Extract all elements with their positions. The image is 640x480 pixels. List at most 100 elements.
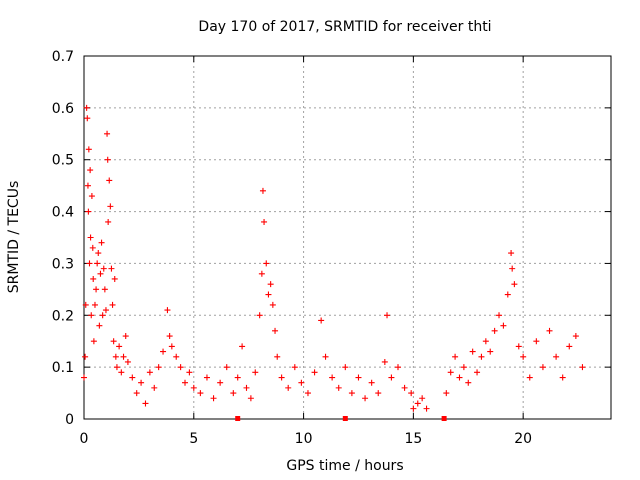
data-point bbox=[456, 374, 463, 381]
data-point bbox=[82, 301, 89, 308]
x-tick-label: 10 bbox=[295, 431, 313, 447]
data-point bbox=[342, 364, 349, 371]
data-point bbox=[129, 374, 136, 381]
data-point bbox=[102, 307, 109, 314]
data-point bbox=[269, 301, 276, 308]
data-point bbox=[258, 270, 265, 277]
data-point bbox=[97, 270, 104, 277]
data-point bbox=[124, 358, 131, 365]
data-point bbox=[223, 364, 230, 371]
gap-marker bbox=[342, 416, 348, 421]
data-point bbox=[520, 353, 527, 360]
data-point bbox=[419, 395, 426, 402]
data-point bbox=[478, 353, 485, 360]
data-point bbox=[274, 353, 281, 360]
data-point bbox=[93, 286, 100, 293]
y-tick-label: 0.3 bbox=[52, 256, 74, 272]
y-tick-labels: 0 0.1 0.2 0.3 0.4 0.5 0.6 0.7 bbox=[52, 49, 74, 428]
data-point bbox=[362, 395, 369, 402]
data-point bbox=[491, 327, 498, 334]
data-point bbox=[311, 369, 318, 376]
data-point bbox=[210, 395, 217, 402]
data-point bbox=[559, 374, 566, 381]
data-point bbox=[173, 353, 180, 360]
data-point bbox=[368, 379, 375, 386]
gap-marker bbox=[441, 416, 447, 421]
data-point bbox=[108, 265, 115, 272]
data-point bbox=[423, 405, 430, 412]
data-points bbox=[81, 104, 586, 412]
data-point bbox=[511, 281, 518, 288]
data-point bbox=[465, 379, 472, 386]
data-point bbox=[164, 307, 171, 314]
data-point bbox=[243, 384, 250, 391]
data-point bbox=[84, 115, 91, 122]
data-gap-markers bbox=[235, 416, 447, 421]
data-point bbox=[95, 250, 102, 257]
data-point bbox=[83, 104, 90, 111]
data-point bbox=[247, 395, 254, 402]
data-point bbox=[553, 353, 560, 360]
data-point bbox=[100, 265, 107, 272]
data-point bbox=[278, 374, 285, 381]
data-point bbox=[98, 239, 105, 246]
axis-ticks bbox=[83, 55, 611, 420]
data-point bbox=[533, 338, 540, 345]
data-point bbox=[487, 348, 494, 355]
data-point bbox=[94, 260, 101, 267]
data-point bbox=[322, 353, 329, 360]
data-point bbox=[252, 369, 259, 376]
data-point bbox=[85, 208, 92, 215]
data-point bbox=[87, 167, 94, 174]
data-point bbox=[509, 265, 516, 272]
data-point bbox=[408, 390, 415, 397]
data-point bbox=[256, 312, 263, 319]
data-point bbox=[182, 379, 189, 386]
data-point bbox=[546, 327, 553, 334]
data-point bbox=[88, 193, 95, 200]
data-point bbox=[539, 364, 546, 371]
data-point bbox=[111, 275, 118, 282]
data-point bbox=[318, 317, 325, 324]
data-point bbox=[113, 364, 120, 371]
data-point bbox=[168, 343, 175, 350]
data-point bbox=[329, 374, 336, 381]
data-point bbox=[217, 379, 224, 386]
data-point bbox=[109, 301, 116, 308]
x-tick-label: 5 bbox=[189, 431, 198, 447]
data-point bbox=[265, 291, 272, 298]
data-point bbox=[96, 322, 103, 329]
y-tick-label: 0.5 bbox=[52, 153, 74, 169]
data-point bbox=[508, 250, 515, 257]
data-point bbox=[384, 312, 391, 319]
data-point bbox=[197, 390, 204, 397]
data-point bbox=[101, 286, 108, 293]
data-point bbox=[104, 130, 111, 137]
x-axis-label: GPS time / hours bbox=[286, 458, 403, 474]
data-point bbox=[177, 364, 184, 371]
y-tick-label: 0.6 bbox=[52, 101, 74, 117]
data-point bbox=[443, 390, 450, 397]
y-tick-label: 0.7 bbox=[52, 49, 74, 65]
data-point bbox=[234, 374, 241, 381]
data-point bbox=[285, 384, 292, 391]
data-point bbox=[166, 333, 173, 340]
data-point bbox=[375, 390, 382, 397]
y-tick-label: 0.1 bbox=[52, 360, 74, 376]
data-point bbox=[335, 384, 342, 391]
data-point bbox=[395, 364, 402, 371]
data-point bbox=[91, 301, 98, 308]
grid-lines bbox=[84, 56, 611, 419]
data-point bbox=[89, 244, 96, 251]
data-point bbox=[107, 203, 114, 210]
data-point bbox=[81, 374, 87, 381]
data-point bbox=[381, 358, 388, 365]
data-point bbox=[87, 234, 94, 241]
data-point bbox=[263, 260, 270, 267]
data-point bbox=[572, 333, 579, 340]
data-point bbox=[566, 343, 573, 350]
data-point bbox=[190, 384, 197, 391]
data-point bbox=[99, 312, 106, 319]
data-point bbox=[112, 353, 119, 360]
data-point bbox=[186, 369, 193, 376]
